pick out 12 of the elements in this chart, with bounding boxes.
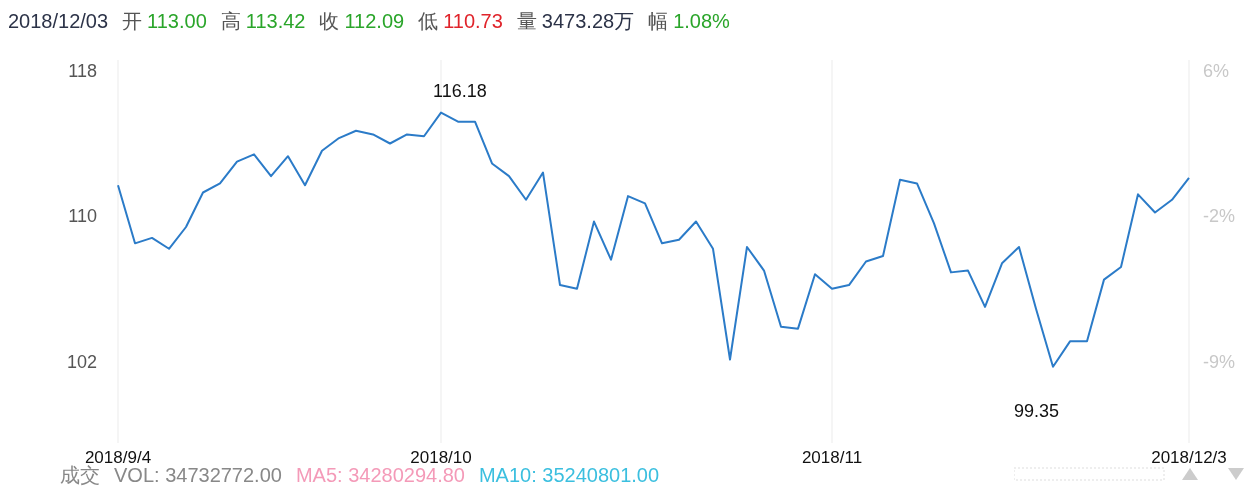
annotation: 116.18	[433, 80, 487, 101]
text: MA10: 35240801.00	[478, 464, 660, 486]
x-tick-label: 2018/12/3	[1151, 448, 1227, 468]
x-tick-label: 2018/11	[801, 448, 863, 468]
line-series	[117, 111, 1190, 368]
annotation: 99.35	[1013, 400, 1059, 421]
text: 成交	[60, 464, 100, 486]
y-tick-label: 110	[68, 206, 97, 227]
text: VOL: 34732772.00	[114, 464, 282, 486]
chart-title: 2018/12/03 开 113.00 高 113.42 收 112.09 低 110.73 量 3473.28万 幅 1.08%	[8, 10, 730, 32]
y-tick-label: 118	[68, 61, 97, 82]
y-tick-label: 102	[66, 351, 97, 372]
